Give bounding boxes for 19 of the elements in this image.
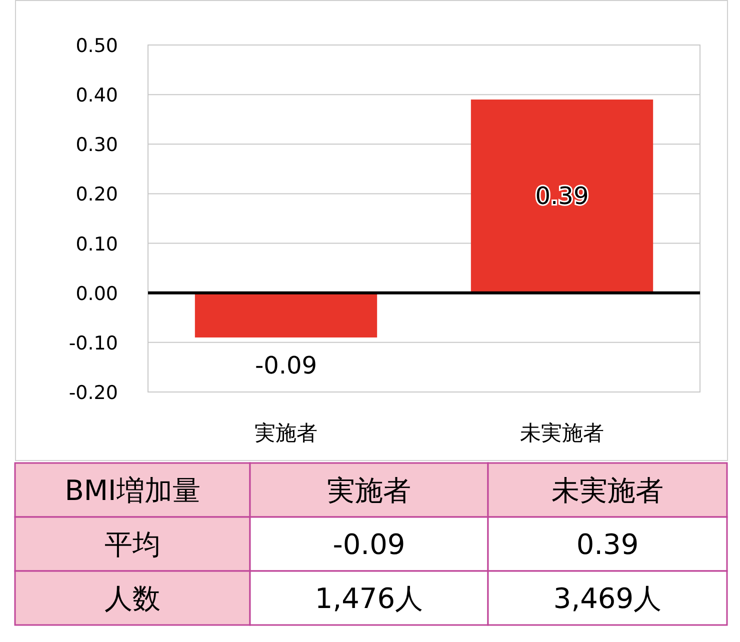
y-tick-label: 0.00 (76, 282, 118, 305)
y-tick-label: -0.20 (68, 382, 118, 404)
text: 1,476人 (314, 582, 424, 615)
y-tick-label: -0.10 (68, 332, 118, 354)
text: 平均 (104, 528, 160, 561)
y-tick-label: 0.30 (76, 134, 118, 156)
y-tick-label: 0.40 (76, 84, 118, 107)
category-label: 実施者 (327, 474, 411, 507)
category-label: 未実施者 (552, 474, 664, 507)
text: 0.39 (576, 528, 639, 561)
y-tick-label: 0.10 (76, 233, 118, 256)
data-label: 0.39 (535, 182, 589, 210)
text: 3,469人 (553, 582, 662, 615)
text: 人数 (104, 582, 160, 615)
data-label: -0.09 (254, 351, 318, 380)
y-tick-label: 0.20 (76, 184, 118, 206)
text: -0.09 (332, 528, 406, 561)
y-tick-label: 0.50 (76, 35, 118, 57)
text: BMI増加量 (64, 474, 200, 507)
